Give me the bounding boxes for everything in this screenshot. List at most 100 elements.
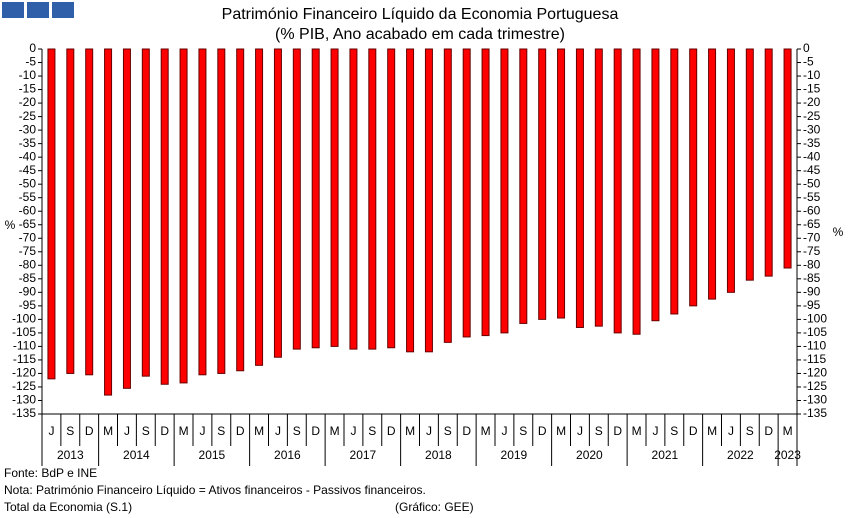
y-tick-label: -125 [12, 379, 36, 393]
x-tick-label: J [275, 424, 281, 438]
bar [349, 48, 358, 350]
x-tick-label: M [632, 424, 642, 438]
x-tick-label: M [707, 424, 717, 438]
y-tick-label: -135 [12, 406, 36, 420]
y-tick-label: -15 [19, 82, 37, 96]
y-tick-label: -70 [19, 230, 37, 244]
y2-tick-label: -20 [803, 95, 821, 109]
y-tick-label: -115 [13, 352, 36, 366]
y2-axis-label: % [833, 225, 844, 239]
x-group-label: 2020 [576, 448, 603, 462]
x-tick-label: J [199, 424, 205, 438]
bar [85, 48, 94, 376]
y2-tick-label: -125 [803, 379, 827, 393]
y-tick-label: -50 [19, 176, 37, 190]
x-tick-label: S [293, 424, 301, 438]
bar [273, 48, 282, 358]
x-tick-label: M [254, 424, 264, 438]
y-tick-label: -75 [19, 244, 37, 258]
bar [443, 48, 452, 343]
y-tick-label: -85 [19, 271, 37, 285]
y2-tick-label: -120 [803, 366, 827, 380]
y2-tick-label: -5 [803, 55, 814, 69]
x-tick-label: S [595, 424, 603, 438]
bar [651, 48, 660, 322]
bar [689, 48, 698, 307]
x-tick-label: D [387, 424, 396, 438]
x-group-label: 2019 [501, 448, 528, 462]
x-tick-label: D [689, 424, 698, 438]
y-tick-label: -100 [12, 312, 36, 326]
y2-tick-label: -75 [803, 244, 821, 258]
x-tick-label: J [652, 424, 658, 438]
x-tick-label: D [613, 424, 622, 438]
y-tick-label: -10 [19, 68, 37, 82]
bar [424, 48, 433, 353]
y-tick-label: -55 [19, 190, 37, 204]
y2-tick-label: -45 [803, 163, 821, 177]
y-tick-label: -65 [19, 217, 37, 231]
bar [594, 48, 603, 327]
y2-tick-label: -10 [803, 68, 821, 82]
bar [500, 48, 509, 334]
bar [726, 48, 735, 293]
y2-tick-label: -25 [803, 109, 821, 123]
x-tick-label: M [481, 424, 491, 438]
x-group-label: 2017 [350, 448, 377, 462]
bar [198, 48, 207, 376]
logo-block [27, 2, 49, 18]
x-tick-label: D [764, 424, 773, 438]
y2-tick-label: -90 [803, 285, 821, 299]
credit: (Gráfico: GEE) [395, 500, 474, 514]
x-tick-label: S [142, 424, 150, 438]
y-tick-label: -95 [19, 298, 37, 312]
bar [745, 48, 754, 281]
y2-tick-label: -30 [803, 122, 821, 136]
bar [764, 48, 773, 277]
chart-subtitle: (% PIB, Ano acabado em cada trimestre) [275, 26, 565, 43]
y2-tick-label: -65 [803, 217, 821, 231]
y-tick-label: -20 [19, 95, 37, 109]
bar [217, 48, 226, 374]
x-tick-label: S [519, 424, 527, 438]
bar [632, 48, 641, 335]
y-tick-label: -60 [19, 203, 37, 217]
logo-block [52, 2, 74, 18]
y2-tick-label: -50 [803, 176, 821, 190]
x-group-label: 2023 [774, 448, 801, 462]
y-tick-label: -40 [19, 149, 37, 163]
y2-tick-label: -110 [803, 339, 826, 353]
y2-tick-label: -15 [803, 82, 821, 96]
bar [613, 48, 622, 334]
bar [141, 48, 150, 377]
y2-tick-label: -130 [803, 393, 827, 407]
bar [557, 48, 566, 319]
bar [104, 48, 113, 396]
y2-tick-label: -105 [803, 325, 827, 339]
x-tick-label: M [103, 424, 113, 438]
bar [481, 48, 490, 337]
y2-tick-label: -95 [803, 298, 821, 312]
y2-tick-label: -70 [803, 230, 821, 244]
x-tick-label: J [350, 424, 356, 438]
y-axis-label: % [5, 218, 16, 232]
y2-tick-label: -135 [803, 406, 827, 420]
x-tick-label: J [124, 424, 130, 438]
bar [179, 48, 188, 384]
y2-tick-label: -100 [803, 312, 827, 326]
source: Fonte: BdP e INE [4, 466, 97, 480]
x-tick-label: M [405, 424, 415, 438]
bar [330, 48, 339, 347]
x-group-label: 2021 [652, 448, 679, 462]
bar [122, 48, 131, 389]
note: Total da Economia (S.1) [4, 500, 132, 514]
bar [292, 48, 301, 350]
y-tick-label: -25 [19, 109, 37, 123]
bar [575, 48, 584, 328]
x-tick-label: S [217, 424, 225, 438]
y2-tick-label: -40 [803, 149, 821, 163]
x-tick-label: J [728, 424, 734, 438]
y-tick-label: -30 [19, 122, 37, 136]
bar [670, 48, 679, 315]
y-tick-label: -5 [25, 55, 36, 69]
